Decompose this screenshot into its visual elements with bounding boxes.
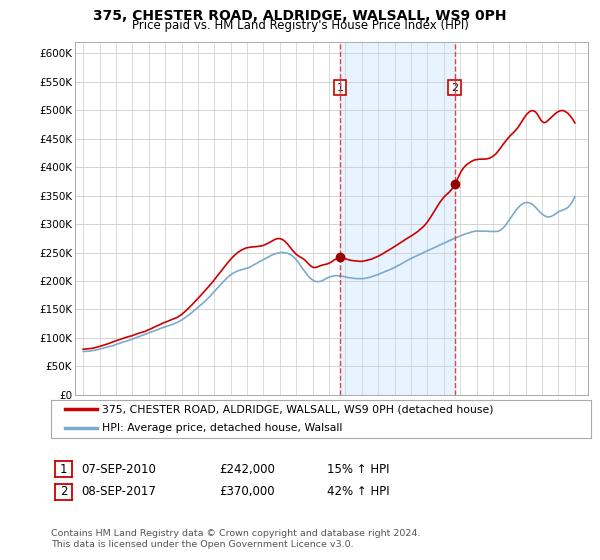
Text: 15% ↑ HPI: 15% ↑ HPI	[327, 463, 389, 476]
Text: Contains HM Land Registry data © Crown copyright and database right 2024.: Contains HM Land Registry data © Crown c…	[51, 529, 421, 538]
Text: £370,000: £370,000	[219, 485, 275, 498]
Bar	[340, 42, 455, 395]
Text: 375, CHESTER ROAD, ALDRIDGE, WALSALL, WS9 0PH: 375, CHESTER ROAD, ALDRIDGE, WALSALL, WS…	[93, 9, 507, 23]
Text: 42% ↑ HPI: 42% ↑ HPI	[327, 485, 389, 498]
Text: 08-SEP-2017: 08-SEP-2017	[81, 485, 156, 498]
Text: HPI: Average price, detached house, Walsall: HPI: Average price, detached house, Wals…	[103, 423, 343, 433]
Text: 2: 2	[60, 485, 67, 498]
Text: 1: 1	[337, 82, 344, 92]
Text: 2: 2	[451, 82, 458, 92]
Text: 1: 1	[60, 463, 67, 476]
Text: 375, CHESTER ROAD, ALDRIDGE, WALSALL, WS9 0PH (detached house): 375, CHESTER ROAD, ALDRIDGE, WALSALL, WS…	[103, 404, 494, 414]
Text: This data is licensed under the Open Government Licence v3.0.: This data is licensed under the Open Gov…	[51, 540, 353, 549]
Text: £242,000: £242,000	[219, 463, 275, 476]
Text: Price paid vs. HM Land Registry's House Price Index (HPI): Price paid vs. HM Land Registry's House …	[131, 19, 469, 32]
Text: 07-SEP-2010: 07-SEP-2010	[81, 463, 156, 476]
